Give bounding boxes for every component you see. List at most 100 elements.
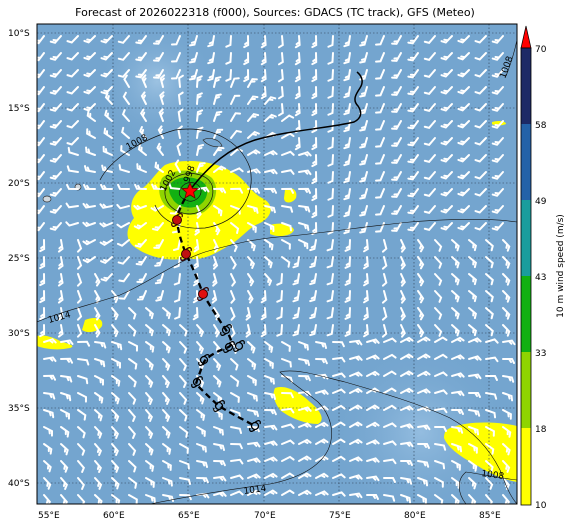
wind-barb-icon bbox=[363, 273, 369, 287]
wind-barb-icon bbox=[400, 441, 414, 448]
wind-barb-icon bbox=[159, 91, 165, 105]
wind-barb-icon bbox=[156, 142, 164, 156]
wind-barb-icon bbox=[145, 392, 154, 405]
wind-barb-icon bbox=[100, 86, 113, 95]
tropical-cyclone-icon bbox=[233, 340, 245, 352]
wind-barb-icon bbox=[196, 109, 204, 122]
wind-barb-icon bbox=[57, 273, 64, 287]
wind-barb-icon bbox=[366, 404, 380, 411]
wind-barb-icon bbox=[247, 112, 260, 122]
wind-barb-icon bbox=[309, 256, 317, 269]
wind-barb-icon bbox=[177, 108, 184, 122]
wind-barb-icon bbox=[281, 114, 295, 122]
wind-barb-icon bbox=[83, 86, 96, 95]
wind-barb-icon bbox=[213, 187, 227, 194]
wind-barb-icon bbox=[211, 290, 218, 304]
wind-barb-icon bbox=[281, 392, 294, 399]
wind-barb-icon bbox=[213, 324, 221, 338]
wind-barb-icon bbox=[60, 357, 74, 364]
wind-barb-icon bbox=[451, 372, 465, 378]
wind-barb-icon bbox=[136, 273, 147, 283]
wind-barb-icon bbox=[423, 171, 436, 180]
wind-barb-icon bbox=[298, 390, 312, 397]
wind-barb-icon bbox=[327, 35, 334, 48]
wind-barb-icon bbox=[491, 188, 504, 197]
wind-barb-icon bbox=[349, 404, 363, 411]
wind-barb-icon bbox=[230, 256, 237, 270]
wind-barb-icon bbox=[230, 290, 236, 304]
wind-barb-icon bbox=[359, 86, 368, 98]
wind-barb-icon bbox=[326, 324, 334, 337]
wind-barb-icon bbox=[162, 477, 173, 487]
wind-barb-icon bbox=[213, 110, 223, 122]
wind-barb-icon bbox=[434, 336, 448, 343]
wind-barb-icon bbox=[292, 307, 300, 320]
wind-barb-icon bbox=[277, 103, 284, 117]
wind-barb-icon bbox=[100, 52, 113, 61]
wind-barb-icon bbox=[407, 69, 419, 79]
wind-barb-icon bbox=[247, 392, 258, 402]
wind-barb-icon bbox=[311, 52, 318, 66]
wind-barb-icon bbox=[485, 338, 499, 344]
colorbar-extend-arrow bbox=[520, 25, 532, 49]
wind-barb-icon bbox=[193, 256, 199, 270]
wind-barb-icon bbox=[43, 392, 56, 400]
isobar-1014-south bbox=[149, 370, 517, 504]
wind-barb-icon bbox=[468, 273, 478, 286]
wind-barb-icon bbox=[152, 35, 164, 45]
wind-barb-icon bbox=[60, 375, 73, 383]
wind-barb-icon bbox=[281, 256, 291, 268]
wind-barb-icon bbox=[60, 426, 70, 438]
wind-barb-icon bbox=[417, 460, 430, 468]
wind-barb-icon bbox=[451, 256, 460, 269]
wind-barb-icon bbox=[440, 222, 453, 231]
wind-barb-icon bbox=[77, 477, 85, 490]
lon-label: 80°E bbox=[404, 511, 426, 521]
wind-barb-icon bbox=[151, 222, 164, 232]
wind-barb-icon bbox=[298, 455, 312, 462]
wind-barb-icon bbox=[332, 404, 346, 411]
wind-barb-icon bbox=[485, 256, 494, 269]
wind-barb-icon bbox=[383, 370, 397, 377]
wind-barb-icon bbox=[213, 93, 222, 105]
wind-barb-icon bbox=[400, 494, 412, 504]
wind-barb-icon bbox=[332, 421, 346, 428]
wind-barb-icon bbox=[375, 154, 385, 165]
wind-barb-icon bbox=[141, 74, 147, 88]
wind-barb-icon bbox=[359, 171, 368, 183]
wind-barb-icon bbox=[440, 171, 453, 180]
wind-barb-icon bbox=[213, 475, 227, 482]
wind-barb-icon bbox=[407, 205, 419, 215]
wind-barb-icon bbox=[327, 120, 334, 133]
wind-barb-icon bbox=[343, 171, 351, 184]
wind-barb-icon bbox=[381, 273, 388, 287]
wind-barb-icon bbox=[154, 161, 164, 173]
wind-barb-icon bbox=[485, 307, 494, 320]
wind-barb-icon bbox=[264, 392, 277, 401]
wind-barb-icon bbox=[400, 423, 414, 429]
wind-barb-icon bbox=[381, 324, 388, 338]
wind-barb-icon bbox=[111, 477, 120, 490]
wind-barb-icon bbox=[260, 69, 267, 83]
wind-barb-icon bbox=[77, 426, 86, 439]
wind-barb-icon bbox=[162, 392, 170, 405]
wind-barb-icon bbox=[440, 86, 453, 95]
wind-barb-icon bbox=[400, 477, 413, 485]
wind-barb-icon bbox=[349, 387, 363, 394]
wind-barb-icon bbox=[491, 86, 504, 95]
wind-barb-icon bbox=[451, 324, 460, 337]
wind-barb-icon bbox=[196, 75, 203, 88]
lat-label: 10°S bbox=[8, 29, 30, 39]
wind-barb-icon bbox=[474, 103, 487, 112]
wind-barb-icon bbox=[327, 69, 334, 82]
wind-barb-icon bbox=[434, 353, 448, 360]
wind-barb-icon bbox=[77, 340, 91, 347]
wind-barb-icon bbox=[417, 388, 431, 394]
wind-barb-icon bbox=[213, 491, 227, 497]
wind-barb-icon bbox=[196, 426, 206, 437]
wind-barb-icon bbox=[57, 290, 64, 304]
wind-barb-icon bbox=[230, 307, 236, 321]
wind-barb-icon bbox=[128, 477, 138, 489]
wind-barb-icon bbox=[230, 147, 243, 156]
wind-barb-icon bbox=[196, 324, 205, 337]
